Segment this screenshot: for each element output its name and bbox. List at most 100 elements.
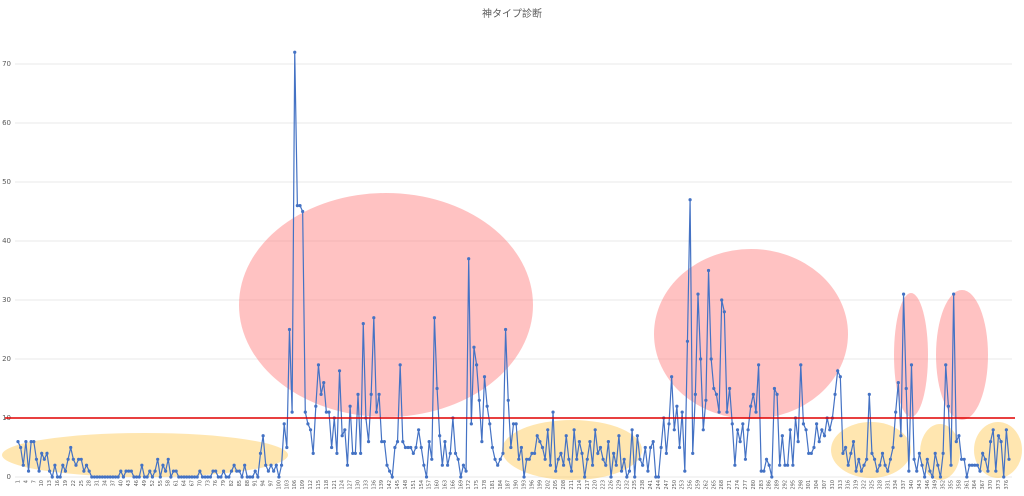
data-point <box>298 204 302 208</box>
data-point <box>535 434 539 438</box>
data-point <box>306 422 310 426</box>
data-point <box>71 457 75 461</box>
data-point <box>527 457 531 461</box>
data-point <box>192 475 197 479</box>
data-point <box>659 445 663 450</box>
data-point <box>148 469 152 473</box>
data-point <box>762 469 766 473</box>
data-point <box>841 451 845 455</box>
x-tick-label: 190 <box>514 480 520 490</box>
data-point <box>87 469 91 473</box>
data-point <box>348 404 352 408</box>
x-tick-label: 10 <box>39 480 45 486</box>
data-point <box>712 386 716 391</box>
x-tick-label: 127 <box>348 480 354 490</box>
data-point <box>111 475 115 479</box>
data-point <box>888 457 892 461</box>
data-point <box>351 451 355 455</box>
data-point <box>959 457 964 461</box>
x-tick-label: 211 <box>569 480 575 490</box>
data-point <box>461 463 466 467</box>
data-point <box>316 363 321 367</box>
data-point <box>282 422 286 426</box>
x-tick-label: 256 <box>688 480 694 490</box>
data-point <box>709 357 713 361</box>
data-point <box>583 475 587 479</box>
data-point <box>791 463 795 467</box>
data-point <box>58 475 62 479</box>
data-point <box>221 469 226 473</box>
data-point <box>983 457 987 461</box>
data-point <box>135 475 139 479</box>
data-point <box>880 451 885 455</box>
data-point <box>195 475 199 479</box>
x-tick-label: 241 <box>648 480 654 490</box>
data-point <box>422 463 426 467</box>
data-point <box>870 451 874 455</box>
data-point <box>90 475 94 479</box>
x-tick-label: 349 <box>933 480 939 490</box>
data-point <box>366 440 371 444</box>
data-point <box>158 475 162 479</box>
data-point <box>153 469 157 473</box>
x-tick-label: 148 <box>403 480 409 490</box>
data-point <box>896 381 900 385</box>
x-tick-label: 103 <box>284 480 290 490</box>
data-point <box>606 440 610 444</box>
x-tick-label: 208 <box>561 480 567 490</box>
data-point <box>361 322 365 326</box>
chart-title: 神タイプ診断 <box>482 7 542 20</box>
data-point <box>923 475 927 479</box>
x-tick-label: 109 <box>300 480 306 490</box>
data-point <box>488 422 492 426</box>
x-tick-label: 94 <box>261 480 267 486</box>
x-tick-label: 298 <box>798 480 804 490</box>
data-point <box>150 475 155 479</box>
x-tick-label: 193 <box>522 480 528 490</box>
data-point <box>517 457 521 461</box>
x-tick-label: 37 <box>110 480 116 486</box>
data-point <box>456 457 460 461</box>
data-point <box>804 428 808 432</box>
data-point <box>525 457 529 461</box>
data-point <box>991 428 995 432</box>
x-tick-label: 253 <box>680 480 686 490</box>
data-point <box>778 463 782 467</box>
x-tick-label: 247 <box>664 480 670 490</box>
data-point <box>293 50 297 54</box>
x-tick-label: 355 <box>949 480 955 490</box>
data-point <box>250 475 255 479</box>
data-point <box>851 440 856 444</box>
x-tick-label: 334 <box>893 480 899 490</box>
data-point <box>308 428 313 432</box>
data-point <box>878 463 882 467</box>
data-point <box>638 457 642 461</box>
data-point <box>822 434 827 438</box>
data-point <box>377 392 381 396</box>
x-tick-label: 202 <box>545 480 551 490</box>
data-point <box>490 445 495 450</box>
data-point <box>69 445 73 450</box>
data-point <box>498 457 502 461</box>
data-point <box>717 410 721 414</box>
data-point <box>899 434 903 438</box>
data-point <box>828 428 832 432</box>
data-point <box>77 457 81 461</box>
data-point <box>580 451 584 455</box>
data-point <box>108 475 112 479</box>
x-tick-label: 19 <box>63 480 69 486</box>
data-point <box>496 463 500 467</box>
data-point <box>345 463 350 467</box>
x-tick-label: 49 <box>142 480 148 486</box>
data-point <box>801 422 806 426</box>
data-point <box>799 363 803 367</box>
x-tick-label: 250 <box>672 480 678 490</box>
data-point <box>973 463 977 467</box>
data-point <box>648 445 653 450</box>
x-tick-label: 313 <box>838 480 844 490</box>
ellipse <box>2 433 288 477</box>
data-point <box>274 463 278 467</box>
x-tick-label: 307 <box>822 480 828 490</box>
x-tick-label: 340 <box>909 480 915 490</box>
data-point <box>372 316 376 320</box>
